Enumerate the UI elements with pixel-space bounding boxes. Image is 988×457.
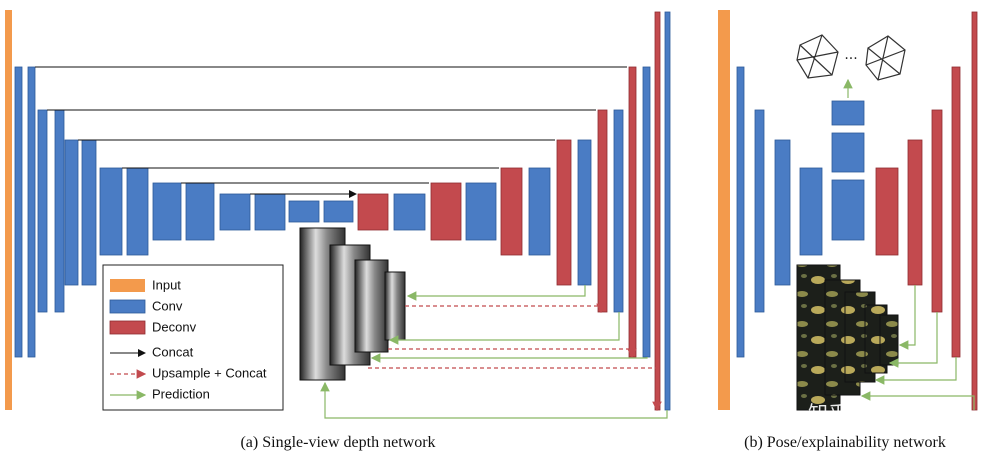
legend-label: Conv [152,298,183,313]
network-a: Input Conv Deconv Concat Upsample + Conc… [5,10,671,451]
network-b: ··· 知乎 @黄浴 (b) Pose/explainability netwo… [718,10,978,451]
legend: Input Conv Deconv Concat Upsample + Conc… [102,264,284,411]
layer-block [831,132,865,173]
layer-block [465,182,497,241]
layer-block [597,109,608,313]
ellipsis: ··· [844,51,857,67]
caption: (a) Single-view depth network [240,434,435,451]
layer-block [951,66,961,358]
layer-block [642,66,651,358]
connector [796,34,839,79]
layer-block [27,66,36,358]
watermark: 知乎 @黄浴 [808,401,914,425]
layer-block [613,109,624,313]
layer-block [774,139,791,286]
layer-block [831,100,865,126]
layer-block [500,167,523,256]
layer-block [664,11,671,411]
layer-block [875,167,899,256]
group [796,34,906,81]
layer-block [628,66,637,358]
layer-block [577,139,592,286]
connector [388,312,620,345]
layer-block [152,182,182,241]
layer-block [254,193,286,231]
layer-block [102,264,284,411]
connector [35,66,627,194]
connector [406,285,586,301]
layer-block [654,11,661,411]
layer-block [879,314,899,366]
layer-block [323,200,354,223]
connector [370,353,648,363]
layer-block [971,11,978,411]
layer-block [354,259,389,353]
connector [888,312,938,368]
layer-block [219,193,251,231]
layer-block [799,167,823,256]
layer-block [754,109,765,313]
layer-block [185,182,215,241]
connector [368,367,662,412]
connector [898,285,916,350]
connector [388,348,637,359]
layer-block [110,279,145,292]
layer-block [37,109,48,313]
layer-block [907,139,923,286]
legend-label: Input [152,277,181,292]
layer-block [5,10,12,410]
layer-block [81,139,97,286]
connector [860,391,975,410]
layer-block [718,10,730,410]
layer-block [126,167,149,256]
layer-block [556,139,572,286]
layer-block [528,167,551,256]
layer-block [384,271,406,341]
caption: (b) Pose/explainability network [744,434,946,451]
legend-label: Prediction [152,386,210,401]
layer-block [99,167,123,256]
legend-label: Upsample + Concat [152,365,267,380]
layer-block [109,320,146,335]
legend-label: Deconv [152,319,197,334]
connector [405,303,606,314]
layer-block [14,66,23,358]
layer-block [54,109,65,313]
layer-block [430,182,462,241]
connector [320,381,668,419]
legend-label: Concat [152,344,194,359]
layer-block [109,299,146,314]
layer-block [931,109,943,313]
layer-block [357,193,389,231]
connector [865,35,906,81]
layer-block [393,193,426,231]
layer-block [288,200,320,223]
layer-block [831,179,865,241]
connector [874,357,957,385]
layer-block [64,139,79,286]
layer-block [736,66,745,358]
